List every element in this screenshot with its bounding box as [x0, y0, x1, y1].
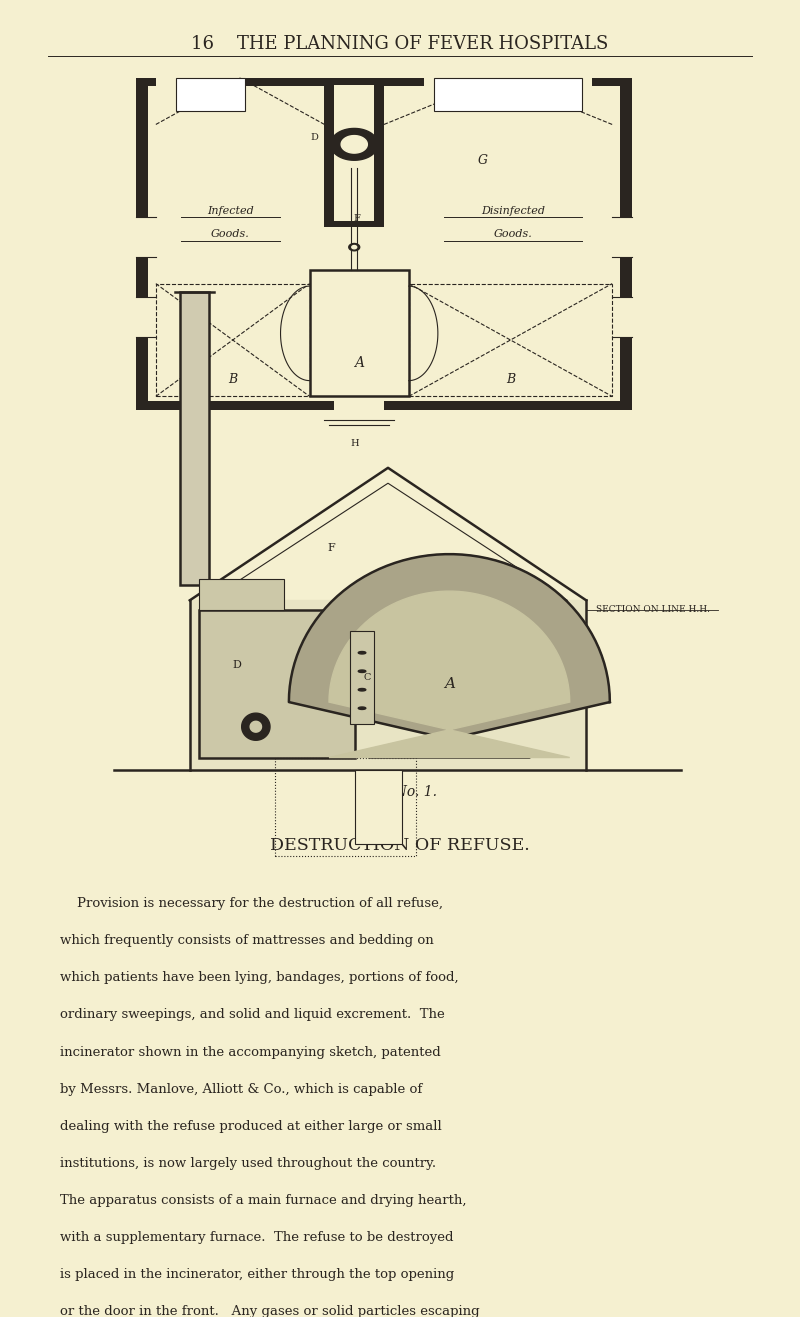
Polygon shape	[329, 591, 570, 757]
Text: by Messrs. Manlove, Alliott & Co., which is capable of: by Messrs. Manlove, Alliott & Co., which…	[60, 1083, 422, 1096]
Polygon shape	[349, 244, 360, 250]
Text: is placed in the incinerator, either through the top opening: is placed in the incinerator, either thr…	[60, 1268, 454, 1281]
Text: G: G	[478, 154, 488, 167]
Text: B: B	[228, 374, 238, 386]
Polygon shape	[190, 601, 586, 770]
Bar	[334, 84, 374, 221]
Text: A: A	[354, 356, 364, 370]
Bar	[612, 217, 632, 257]
Bar	[136, 78, 632, 410]
Text: D: D	[233, 660, 242, 670]
Text: Disinfected: Disinfected	[481, 205, 545, 216]
Bar	[156, 283, 310, 396]
Polygon shape	[358, 670, 366, 673]
Text: H: H	[350, 440, 358, 449]
Bar	[156, 78, 245, 124]
Bar	[409, 283, 612, 396]
Bar	[136, 296, 156, 337]
Text: Infected: Infected	[207, 205, 254, 216]
Bar	[612, 296, 632, 337]
Bar	[334, 396, 384, 410]
Polygon shape	[250, 722, 262, 732]
Polygon shape	[289, 554, 610, 757]
Text: or the door in the front.   Any gases or solid particles escaping: or the door in the front. Any gases or s…	[60, 1305, 480, 1317]
Bar	[176, 78, 245, 111]
Text: with a supplementary furnace.  The refuse to be destroyed: with a supplementary furnace. The refuse…	[60, 1231, 454, 1243]
Text: incinerator shown in the accompanying sketch, patented: incinerator shown in the accompanying sk…	[60, 1046, 441, 1059]
Text: F: F	[327, 543, 335, 553]
Text: The apparatus consists of a main furnace and drying hearth,: The apparatus consists of a main furnace…	[60, 1193, 466, 1206]
Bar	[136, 217, 156, 257]
Text: B: B	[506, 374, 515, 386]
Polygon shape	[358, 689, 366, 691]
Text: Goods.: Goods.	[494, 229, 532, 238]
Bar	[149, 87, 620, 402]
Bar	[199, 610, 355, 757]
Polygon shape	[358, 707, 366, 710]
Bar	[274, 757, 416, 856]
Bar	[434, 78, 582, 111]
Bar	[180, 292, 209, 585]
Text: C: C	[363, 673, 370, 682]
Text: Provision is necessary for the destruction of all refuse,: Provision is necessary for the destructi…	[60, 897, 443, 910]
Bar	[424, 78, 592, 124]
Text: Goods.: Goods.	[211, 229, 250, 238]
Text: ordinary sweepings, and solid and liquid excrement.  The: ordinary sweepings, and solid and liquid…	[60, 1009, 445, 1022]
Polygon shape	[341, 136, 367, 153]
Text: F: F	[354, 215, 360, 224]
Text: institutions, is now largely used throughout the country.: institutions, is now largely used throug…	[60, 1156, 436, 1169]
Text: which patients have been lying, bandages, portions of food,: which patients have been lying, bandages…	[60, 972, 458, 984]
Bar	[325, 78, 384, 228]
Polygon shape	[358, 652, 366, 655]
Text: which frequently consists of mattresses and bedding on: which frequently consists of mattresses …	[60, 934, 434, 947]
Text: D: D	[310, 133, 318, 142]
Polygon shape	[330, 129, 378, 161]
Bar	[355, 770, 402, 844]
Text: Fig. No. 1.: Fig. No. 1.	[363, 785, 437, 799]
Bar	[199, 578, 284, 610]
Bar	[310, 270, 409, 396]
Text: SECTION ON LINE H.H.: SECTION ON LINE H.H.	[596, 605, 710, 614]
Text: 16    THE PLANNING OF FEVER HOSPITALS: 16 THE PLANNING OF FEVER HOSPITALS	[191, 36, 609, 53]
Polygon shape	[242, 714, 270, 740]
Text: DESTRUCTION OF REFUSE.: DESTRUCTION OF REFUSE.	[270, 838, 530, 855]
Text: dealing with the refuse produced at either large or small: dealing with the refuse produced at eith…	[60, 1119, 442, 1133]
Text: A: A	[444, 677, 455, 690]
Polygon shape	[352, 245, 357, 249]
Bar	[350, 631, 374, 723]
